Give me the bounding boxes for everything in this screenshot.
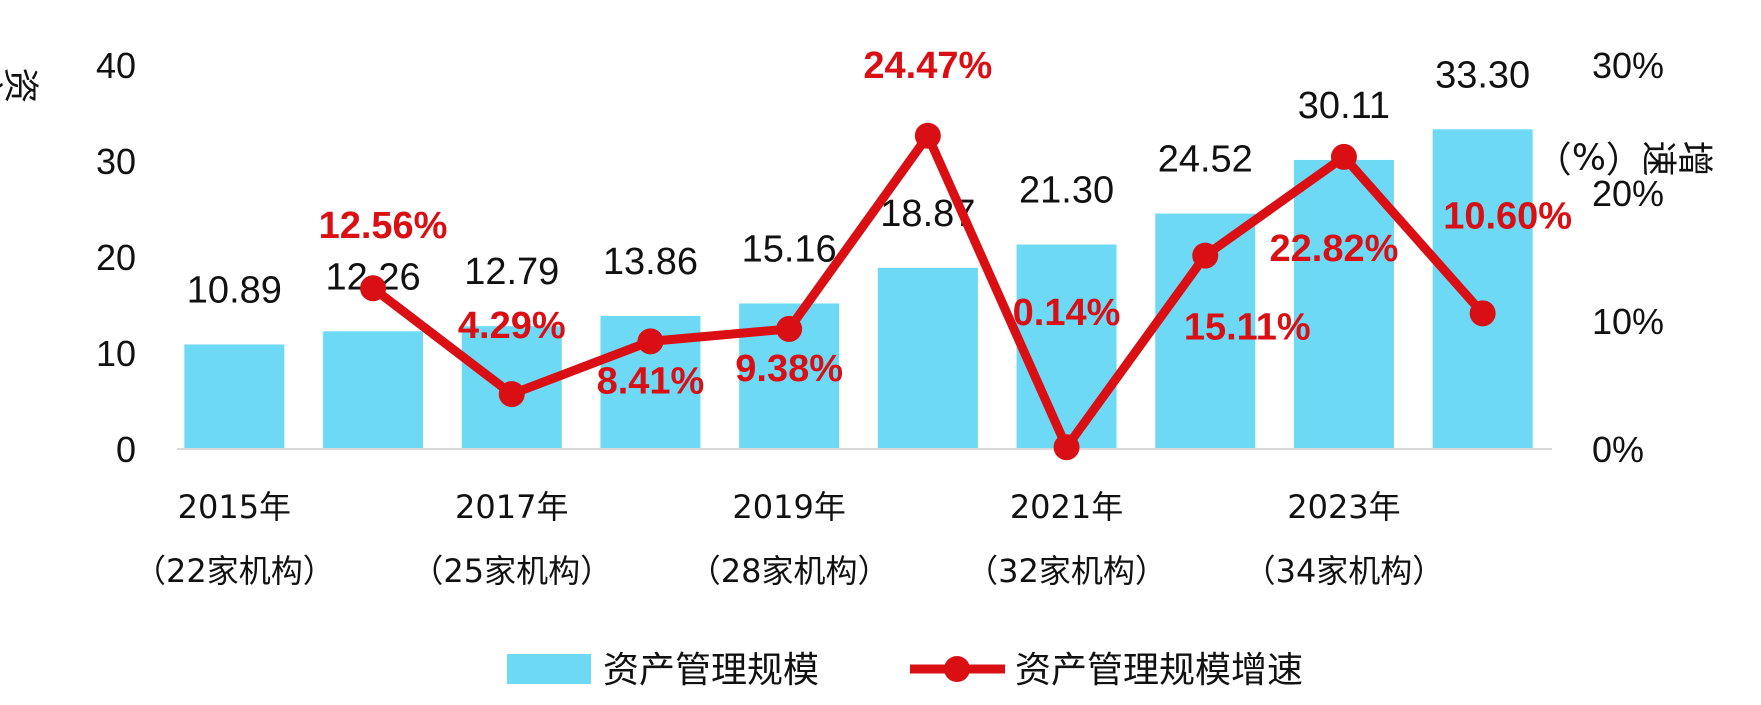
growth-value-label: 22.82% xyxy=(1270,228,1399,270)
y-right-tick-label: 10% xyxy=(1592,301,1664,342)
growth-point xyxy=(1330,143,1357,170)
x-tick-label-institutions: （34家机构） xyxy=(1244,552,1445,590)
bar-value-label: 21.30 xyxy=(1019,170,1114,212)
bar-value-label: 13.86 xyxy=(603,241,698,283)
growth-value-label: 15.11% xyxy=(1184,307,1311,349)
bar-value-label: 30.11 xyxy=(1298,85,1390,127)
bar-value-label: 24.52 xyxy=(1158,139,1253,181)
bar xyxy=(1016,244,1117,449)
growth-value-label: 10.60% xyxy=(1443,195,1572,237)
x-tick-label-year: 2023年 xyxy=(1287,488,1400,526)
y-left-tick-label: 10 xyxy=(96,333,136,374)
bar-value-label: 12.79 xyxy=(464,251,559,293)
growth-point xyxy=(360,275,387,302)
x-tick-label-institutions: （28家机构） xyxy=(689,552,890,590)
x-axis-category-labels: 2015年 （22家机构） 2017年 （25家机构） 2019年 （28家机构） 2021… xyxy=(134,488,1444,590)
y-axis-left-title: 资产管理规模（万亿元） xyxy=(0,62,40,104)
x-tick-label-year: 2021年 xyxy=(1010,488,1123,526)
growth-value-label: 8.41% xyxy=(597,360,705,402)
y-axis-right-ticks: 0% 10% 20% 30% xyxy=(1592,45,1664,470)
bar-data-labels: 10.8912.2612.7913.8615.1618.8721.3024.52… xyxy=(187,54,1530,311)
growth-value-label: 4.29% xyxy=(458,305,566,347)
x-tick-label-institutions: （32家机构） xyxy=(966,552,1167,590)
legend-line-marker xyxy=(944,656,970,682)
line-series xyxy=(360,122,1496,461)
y-left-tick-label: 0 xyxy=(116,429,136,470)
growth-point xyxy=(1053,434,1080,461)
growth-value-label: 12.56% xyxy=(319,205,448,247)
bar xyxy=(184,344,285,449)
legend: 资产管理规模 资产管理规模增速 xyxy=(507,650,1303,691)
bar xyxy=(1293,159,1394,449)
y-axis-left-ticks: 0 10 20 30 40 xyxy=(96,45,136,470)
growth-point xyxy=(1192,242,1219,269)
x-tick-label-year: 2017年 xyxy=(455,488,568,526)
legend-line-label: 资产管理规模增速 xyxy=(1015,650,1303,691)
growth-point xyxy=(498,381,525,408)
bar xyxy=(1432,129,1533,449)
y-left-tick-label: 30 xyxy=(96,141,136,182)
y-right-tick-label: 20% xyxy=(1592,173,1664,214)
y-axis-right-title: 增速（%） xyxy=(1536,135,1715,177)
bar-value-label: 15.16 xyxy=(742,228,837,270)
x-tick-label-institutions: （22家机构） xyxy=(134,552,335,590)
x-tick-label-institutions: （25家机构） xyxy=(411,552,612,590)
line-data-labels: 12.56% 4.29% 8.41% 9.38% 24.47% 0.14% 15.11% 22… xyxy=(319,45,1572,403)
x-tick-label-year: 2019年 xyxy=(732,488,845,526)
bar xyxy=(877,267,978,449)
growth-value-label: 0.14% xyxy=(1013,292,1121,334)
bar-value-label: 10.89 xyxy=(187,269,282,311)
y-left-tick-label: 40 xyxy=(96,45,136,86)
bar-value-label: 33.30 xyxy=(1435,54,1530,96)
growth-point xyxy=(1469,300,1496,327)
growth-value-label: 24.47% xyxy=(863,45,992,87)
legend-bar-swatch xyxy=(507,654,591,684)
y-right-tick-label: 30% xyxy=(1592,45,1664,86)
growth-point xyxy=(914,122,941,149)
growth-point xyxy=(637,328,664,355)
x-tick-label-year: 2015年 xyxy=(178,488,291,526)
growth-point xyxy=(776,315,803,342)
legend-bar-label: 资产管理规模 xyxy=(603,650,819,691)
y-left-tick-label: 20 xyxy=(96,237,136,278)
y-right-tick-label: 0% xyxy=(1592,429,1644,470)
growth-value-label: 9.38% xyxy=(735,348,843,390)
bar xyxy=(323,331,424,449)
